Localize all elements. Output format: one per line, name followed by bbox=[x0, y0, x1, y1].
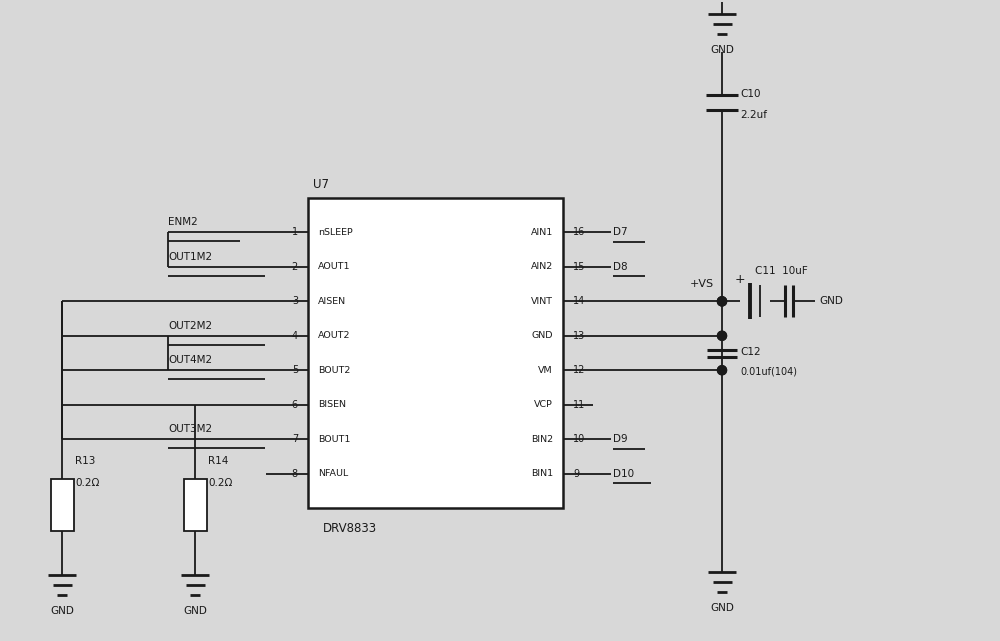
Text: 11: 11 bbox=[573, 400, 585, 410]
Circle shape bbox=[718, 331, 726, 340]
Text: ENM2: ENM2 bbox=[168, 217, 198, 228]
Text: GND: GND bbox=[710, 45, 734, 55]
Text: D10: D10 bbox=[613, 469, 634, 479]
Text: BIN1: BIN1 bbox=[531, 469, 553, 478]
Text: 14: 14 bbox=[573, 296, 585, 306]
Text: +VS: +VS bbox=[690, 279, 714, 289]
Text: R14: R14 bbox=[208, 456, 228, 466]
Text: BOUT2: BOUT2 bbox=[318, 366, 350, 375]
Text: GND: GND bbox=[50, 606, 74, 616]
Text: C10: C10 bbox=[740, 89, 761, 99]
Text: OUT4M2: OUT4M2 bbox=[168, 355, 212, 365]
Text: NFAUL: NFAUL bbox=[318, 469, 348, 478]
Text: 0.2Ω: 0.2Ω bbox=[208, 478, 232, 488]
Text: 10: 10 bbox=[573, 434, 585, 444]
Text: 3: 3 bbox=[292, 296, 298, 306]
Text: GND: GND bbox=[532, 331, 553, 340]
Circle shape bbox=[718, 366, 726, 375]
Text: 15: 15 bbox=[573, 262, 585, 272]
Text: GND: GND bbox=[710, 603, 734, 613]
Text: GND: GND bbox=[183, 606, 207, 616]
Bar bbox=[184, 479, 207, 531]
Text: 9: 9 bbox=[573, 469, 579, 479]
Text: 0.2Ω: 0.2Ω bbox=[75, 478, 99, 488]
Text: AOUT2: AOUT2 bbox=[318, 331, 351, 340]
Text: AIN1: AIN1 bbox=[531, 228, 553, 237]
Text: OUT1M2: OUT1M2 bbox=[168, 252, 212, 262]
Text: D9: D9 bbox=[613, 434, 628, 444]
Circle shape bbox=[718, 366, 726, 375]
Text: C11  10uF: C11 10uF bbox=[755, 266, 808, 276]
Text: VCP: VCP bbox=[534, 400, 553, 409]
Text: D7: D7 bbox=[613, 228, 628, 237]
Circle shape bbox=[718, 297, 726, 306]
Text: C12: C12 bbox=[740, 347, 761, 357]
Text: GND: GND bbox=[819, 296, 843, 306]
Circle shape bbox=[718, 331, 726, 340]
Text: +: + bbox=[735, 273, 745, 286]
Text: 4: 4 bbox=[292, 331, 298, 341]
Text: D8: D8 bbox=[613, 262, 628, 272]
Text: 1: 1 bbox=[292, 228, 298, 237]
Text: VINT: VINT bbox=[531, 297, 553, 306]
Text: AIN2: AIN2 bbox=[531, 262, 553, 271]
Text: BOUT1: BOUT1 bbox=[318, 435, 350, 444]
Text: nSLEEP: nSLEEP bbox=[318, 228, 353, 237]
Text: BISEN: BISEN bbox=[318, 400, 346, 409]
Text: BIN2: BIN2 bbox=[531, 435, 553, 444]
Text: 2: 2 bbox=[292, 262, 298, 272]
Text: R13: R13 bbox=[75, 456, 95, 466]
Text: 8: 8 bbox=[292, 469, 298, 479]
Text: U7: U7 bbox=[313, 178, 329, 190]
Text: AOUT1: AOUT1 bbox=[318, 262, 351, 271]
Text: 5: 5 bbox=[292, 365, 298, 375]
Text: 2.2uf: 2.2uf bbox=[740, 110, 767, 120]
Text: OUT2M2: OUT2M2 bbox=[168, 320, 212, 331]
Text: AISEN: AISEN bbox=[318, 297, 346, 306]
Bar bbox=[308, 198, 563, 508]
Text: 16: 16 bbox=[573, 228, 585, 237]
Text: 7: 7 bbox=[292, 434, 298, 444]
Bar bbox=[50, 479, 74, 531]
Text: 0.01uf(104): 0.01uf(104) bbox=[740, 366, 797, 376]
Text: VM: VM bbox=[538, 366, 553, 375]
Circle shape bbox=[718, 297, 726, 306]
Text: 13: 13 bbox=[573, 331, 585, 341]
Text: OUT3M2: OUT3M2 bbox=[168, 424, 212, 434]
Text: 6: 6 bbox=[292, 400, 298, 410]
Circle shape bbox=[718, 297, 726, 306]
Text: 12: 12 bbox=[573, 365, 585, 375]
Text: DRV8833: DRV8833 bbox=[323, 522, 377, 535]
